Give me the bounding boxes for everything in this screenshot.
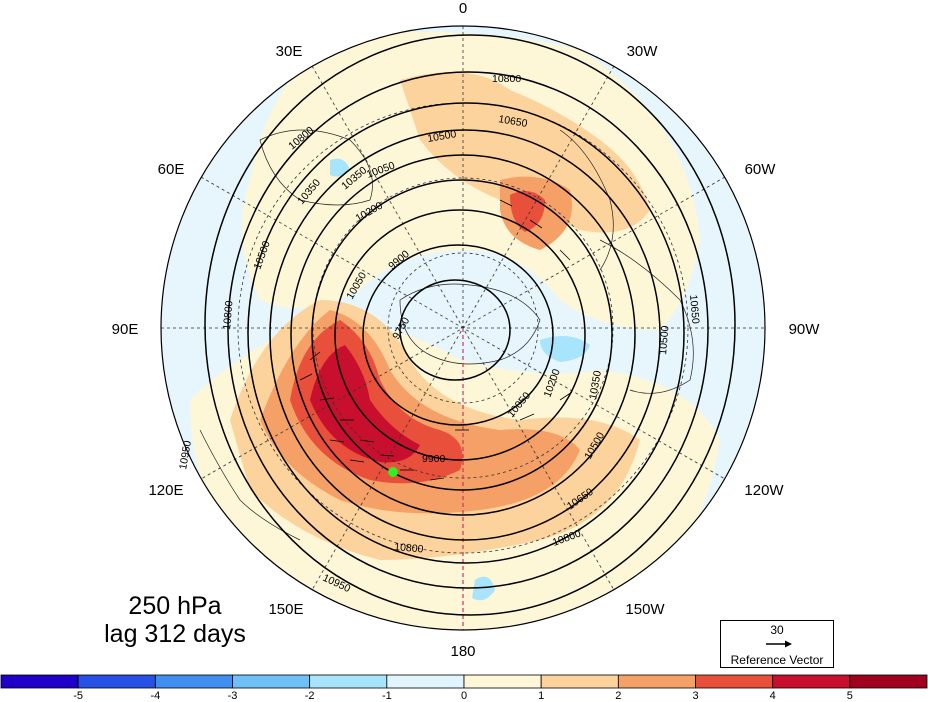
contour-label: 10800 [492,73,521,85]
coastlines [199,129,694,541]
colorbar-swatch [386,674,465,689]
colorbar-tick-label: -2 [305,690,315,702]
colorbar-tick-label: 3 [692,690,698,702]
colorbar: -5 -4 -3 -2 -1 0 1 2 3 4 5 [0,674,928,702]
contour-label: 10800 [221,300,236,330]
lon-label-60w: 60W [745,161,777,178]
lon-label-0: 0 [459,0,467,17]
lon-label-90e: 90E [112,321,139,338]
lon-label-180: 180 [450,643,475,660]
lon-label-30e: 30E [276,43,303,60]
colorbar-tick-label: 0 [461,690,467,702]
contour-label: 9900 [422,453,446,465]
contour-label: 10350 [587,370,604,401]
contour-label: 10500 [657,325,672,355]
colorbar-swatch [154,674,233,689]
contour-label: 10800 [394,541,424,556]
colorbar-swatch [77,674,156,689]
colorbar-tick-label: 4 [770,690,776,702]
colorbar-tick-label: -4 [150,690,160,702]
colorbar-tick-label: -1 [382,690,392,702]
anomaly-region-blue-3 [330,158,350,177]
colorbar-tick-label: 2 [615,690,621,702]
anomaly-region-orange-1 [400,72,650,233]
anomaly-region-blue-2 [472,576,495,601]
contour-label: 10650 [497,113,528,130]
colorbar-swatch [232,674,311,689]
colorbar-tick-label: 1 [538,690,544,702]
lon-label-90w: 90W [789,321,821,338]
wind-vectors [299,199,573,481]
colorbar-swatch [849,674,928,689]
colorbar-swatch [309,674,388,689]
contour-label: 10950 [177,440,194,471]
reference-vector-label: Reference Vector [730,653,824,667]
lon-label-150w: 150W [625,601,665,618]
lon-label-120e: 120E [148,482,183,499]
colorbar-swatch [0,674,79,689]
colorbar-tick-label: -5 [73,690,83,702]
colorbar-swatch [540,674,619,689]
height-contours [204,34,736,616]
lon-label-30w: 30W [627,43,659,60]
contour-label: 10500 [426,128,457,145]
reference-arrow-icon [766,640,792,648]
location-marker [388,467,398,477]
contour-label: 10650 [687,294,702,324]
longitude-labels: 0 30W 60W 90W 120W 150W 180 150E 120E 90… [112,0,821,660]
title-level: 250 hPa [128,592,222,620]
colorbar-swatch [695,674,774,689]
lon-label-60e: 60E [158,161,185,178]
colorbar-swatch [772,674,851,689]
lon-label-150e: 150E [268,601,303,618]
reference-vector-value: 30 [770,623,784,637]
anomaly-region-darkred [310,345,420,463]
title-lag: lag 312 days [104,620,246,648]
figure-title: 250 hPa lag 312 days [60,592,290,648]
map-outline [160,25,766,631]
colorbar-swatch [617,674,696,689]
lon-label-120w: 120W [744,482,784,499]
colorbar-tick-label: -3 [228,690,238,702]
reference-vector-box: 30 Reference Vector [720,620,834,668]
colorbar-tick-label: 5 [847,690,853,702]
colorbar-swatch [463,674,542,689]
